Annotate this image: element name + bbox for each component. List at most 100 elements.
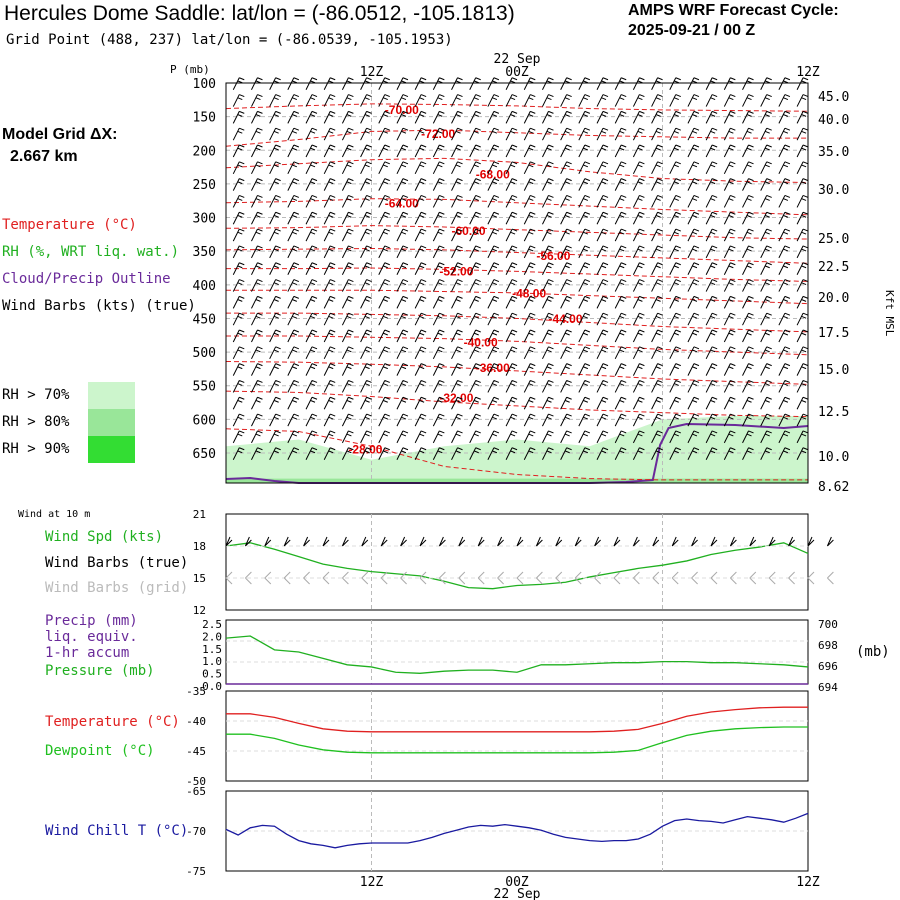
wind-barb: [760, 110, 772, 124]
wind-barb: [614, 144, 627, 158]
wind-barb: [523, 346, 536, 360]
page-title: Hercules Dome Saddle: lat/lon = (-86.051…: [4, 2, 515, 25]
wind10m-barb-grid: [342, 571, 349, 585]
wind-barb: [469, 329, 481, 343]
wind-barb: [669, 94, 681, 107]
wind-barb: [560, 329, 572, 343]
wind-barb: [505, 144, 518, 158]
rh70-label: RH > 70%: [2, 387, 70, 403]
kft-tick-label: 22.5: [818, 260, 849, 275]
wind10m-barb-true: [710, 536, 718, 547]
wind-barb: [796, 295, 809, 309]
wind-barb: [323, 127, 336, 141]
wind10m-barb-grid: [788, 571, 795, 585]
wind-barb: [632, 194, 645, 208]
wind-barb: [232, 194, 245, 208]
wind-barb: [451, 144, 463, 158]
wind10m-barb-true: [283, 536, 291, 547]
wind-barb: [778, 211, 791, 225]
wind-barb: [269, 413, 281, 427]
wind-barb: [469, 295, 481, 309]
wind-barb: [323, 396, 336, 410]
wind-barb: [269, 77, 281, 90]
wind-barb: [451, 447, 463, 460]
wind-barb: [578, 144, 591, 158]
wind-barb: [596, 127, 609, 141]
wind-barb: [651, 262, 663, 275]
wind-barb: [687, 144, 700, 158]
wind-barb: [760, 228, 772, 242]
wind-barb: [614, 279, 627, 292]
wind-barb: [414, 363, 427, 376]
wind-barb: [378, 110, 390, 124]
wind-barb: [742, 262, 754, 275]
wind-barb: [723, 228, 736, 242]
wind-barb: [432, 228, 445, 242]
wind-barb: [287, 211, 300, 225]
wind-barb: [578, 262, 591, 275]
wind-barb: [560, 127, 572, 141]
wind-barb: [778, 430, 791, 444]
wind-barb: [796, 211, 809, 225]
temperature-contour: [225, 129, 808, 147]
wind-barb: [251, 447, 263, 460]
wind-barb: [251, 430, 263, 444]
wind-barb: [251, 144, 263, 158]
wind-barb: [705, 94, 718, 107]
wind-barb: [651, 110, 663, 124]
wind10m-barb-grid: [555, 571, 563, 585]
wind-barb: [305, 94, 318, 107]
wind-barb: [632, 161, 645, 175]
wind-barb: [505, 94, 518, 107]
wind-barb: [287, 413, 300, 427]
wind-barb: [632, 245, 645, 259]
wind-barb: [669, 194, 681, 208]
wind-barb: [778, 161, 791, 175]
wind10m-barb-true: [400, 536, 407, 547]
wind-barb: [614, 211, 627, 225]
wind-barb: [523, 77, 536, 90]
wind10m-barb-grid: [497, 571, 504, 585]
wind-barb: [523, 194, 536, 208]
wind-barb: [269, 430, 281, 444]
wind-barb: [323, 245, 336, 259]
temperature-contour-label: -56.00: [536, 249, 570, 263]
wind-barb: [360, 94, 372, 107]
wind-barb: [796, 94, 809, 107]
wind10m-barb-true: [555, 536, 563, 547]
wind10m-barb-grid: [768, 571, 776, 585]
wind-barb: [687, 379, 700, 393]
wind-barb: [542, 94, 554, 107]
wind-barb: [669, 144, 681, 158]
wind10m-barb-true: [729, 536, 737, 547]
temperature-contour: [225, 225, 809, 240]
wind-barb: [360, 127, 372, 141]
dewpoint-line: [226, 726, 808, 754]
kft-tick-label: 45.0: [818, 90, 849, 105]
wind-barb: [432, 127, 445, 141]
wind-barb: [687, 295, 700, 309]
wind-barb: [687, 396, 700, 410]
wind-barb: [687, 110, 700, 124]
wind-barb: [487, 77, 500, 90]
temperature-contour: [225, 361, 809, 385]
wind-barb: [432, 379, 445, 393]
wind-barb: [560, 77, 572, 90]
wind-barb: [687, 127, 700, 141]
wind-barb: [760, 346, 772, 360]
wind-barb: [360, 161, 372, 175]
grid-point-label: Grid Point (488, 237) lat/lon = (-86.053…: [6, 32, 453, 48]
wind-barb: [651, 413, 663, 427]
wind-barb: [378, 144, 390, 158]
wind-barb: [305, 194, 318, 208]
wind-barb: [778, 312, 791, 326]
wind-barb: [542, 329, 554, 343]
wind-barb: [232, 363, 245, 376]
wind-barb: [651, 379, 663, 393]
wind-barb: [360, 346, 372, 360]
wind-barb: [232, 295, 245, 309]
wind-barb: [487, 94, 500, 107]
wind-barb: [596, 245, 609, 259]
wind-barb: [723, 144, 736, 158]
wind-barb: [705, 346, 718, 360]
